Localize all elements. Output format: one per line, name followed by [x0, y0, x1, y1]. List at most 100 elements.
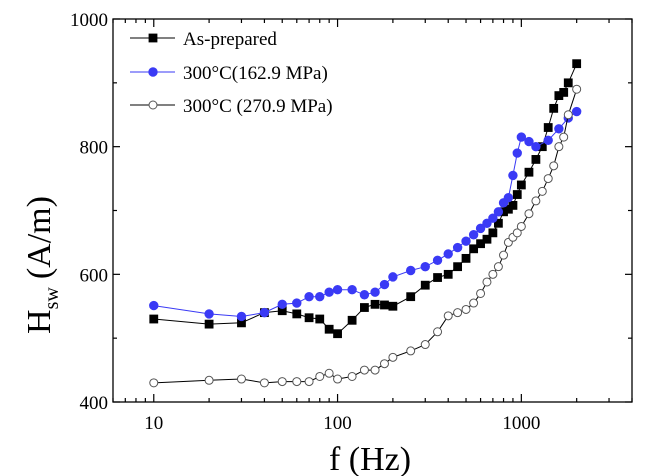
data-point [516, 180, 526, 190]
data-point [453, 308, 463, 318]
data-point [388, 272, 398, 282]
data-point [571, 106, 582, 117]
data-point [482, 218, 492, 228]
data-point [461, 304, 471, 314]
data-point [482, 234, 492, 244]
data-point [531, 141, 541, 152]
data-point [572, 84, 582, 94]
y-axis-label-unit: (A/m) [21, 196, 58, 279]
data-point [380, 300, 389, 310]
data-point [324, 287, 334, 297]
data-point [420, 340, 430, 350]
data-point [277, 377, 287, 387]
legend-marker [148, 100, 158, 110]
series-group [149, 59, 582, 388]
data-point [333, 374, 343, 384]
data-point [559, 132, 569, 142]
legend-label: 300°C (270.9 MPa) [183, 96, 333, 117]
data-point [370, 365, 380, 375]
data-point [493, 218, 503, 228]
data-point [554, 124, 564, 134]
data-point [543, 135, 553, 145]
data-point [315, 371, 325, 381]
data-point [236, 311, 247, 322]
data-point [469, 244, 479, 254]
data-point [493, 262, 503, 272]
data-point [563, 78, 573, 88]
data-point [572, 59, 582, 69]
data-point [236, 374, 246, 384]
data-point [516, 132, 527, 142]
data-point [443, 269, 453, 279]
data-point [524, 167, 534, 177]
data-point [304, 291, 314, 302]
data-point [359, 365, 369, 375]
data-point [149, 314, 159, 324]
data-point [503, 193, 514, 203]
data-point [315, 314, 325, 324]
data-point [488, 213, 498, 223]
data-point [559, 88, 569, 97]
data-point [516, 221, 526, 231]
data-point [347, 315, 357, 325]
data-point [452, 242, 463, 253]
data-point [379, 279, 390, 290]
data-point [433, 273, 442, 282]
data-point [277, 299, 287, 310]
data-point [406, 292, 416, 302]
data-point [468, 230, 479, 240]
data-point [259, 307, 270, 318]
data-point [388, 352, 398, 362]
x-tick-label: 10 [144, 413, 163, 434]
data-point [324, 368, 334, 378]
data-point [347, 371, 357, 381]
data-point [259, 378, 269, 388]
data-point [524, 136, 534, 147]
legend-marker [148, 67, 158, 77]
data-point [360, 303, 369, 312]
series-3 [149, 84, 582, 388]
data-point [469, 298, 479, 308]
data-point [482, 277, 492, 287]
data-point [432, 255, 443, 265]
y-tick-label: 1000 [70, 10, 108, 31]
data-point [292, 298, 302, 308]
data-point [204, 319, 214, 329]
legend: As-prepared 300°C(162.9 MPa) 300°C (270.9 … [130, 29, 333, 117]
series-1 [149, 59, 582, 339]
data-point [149, 300, 159, 311]
data-point [512, 148, 522, 158]
data-point [499, 250, 509, 260]
data-point [476, 239, 485, 249]
data-point [420, 280, 430, 290]
legend-label: 300°C(162.9 MPa) [183, 63, 328, 84]
legend-marker [148, 33, 158, 43]
data-point [420, 261, 430, 272]
data-point [388, 301, 398, 311]
data-point [543, 174, 553, 184]
data-point [554, 142, 564, 152]
data-point [370, 299, 380, 309]
data-point [379, 359, 389, 369]
data-point [406, 346, 416, 356]
data-point [443, 311, 453, 321]
y-axis-label-sub: sw [41, 287, 63, 310]
data-point [488, 269, 498, 279]
data-point [461, 253, 471, 263]
data-point [347, 284, 357, 295]
data-point [453, 262, 463, 272]
data-point [508, 200, 518, 210]
y-tick-label: 800 [80, 138, 109, 159]
data-point [433, 327, 443, 337]
y-axis-label: Hsw (A/m) [21, 196, 63, 334]
data-point [333, 329, 342, 339]
axes-group: 400 600 800 1000 10 100 1000 [70, 10, 633, 434]
x-axis-label: f (Hz) [329, 441, 411, 476]
data-point [537, 186, 547, 196]
y-axis-label-main: H [21, 309, 58, 334]
data-point [304, 377, 314, 387]
x-tick-label: 100 [323, 413, 352, 434]
data-point [332, 284, 343, 295]
data-point [304, 313, 314, 323]
